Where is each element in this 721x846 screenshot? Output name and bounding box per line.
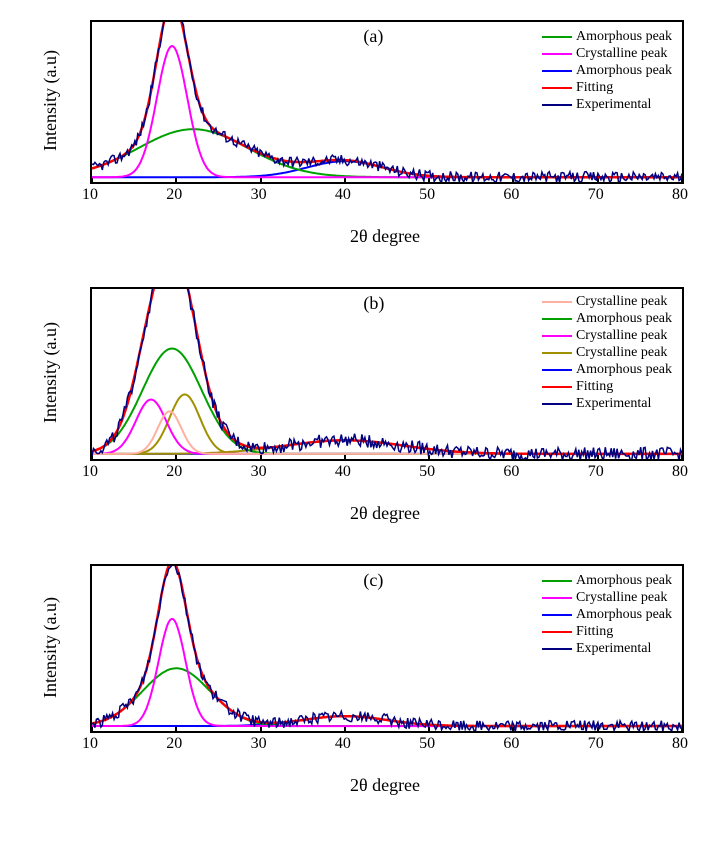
x-tick-label: 60 [503, 463, 519, 481]
legend-label: Experimental [576, 640, 651, 657]
curve [92, 668, 682, 726]
legend-item: Fitting [542, 623, 672, 640]
x-tick-label: 30 [251, 186, 267, 204]
legend-label: Crystalline peak [576, 344, 667, 361]
x-tick-label: 20 [166, 186, 182, 204]
x-tick-label: 60 [503, 735, 519, 753]
x-tick-label: 20 [166, 735, 182, 753]
curve [92, 129, 682, 177]
legend-label: Crystalline peak [576, 589, 667, 606]
panel-c: Intensity (a.u) (c) Amorphous peakCrystall… [40, 564, 701, 796]
legend-color-line [542, 648, 572, 650]
x-tick-label: 70 [588, 463, 604, 481]
legend-label: Crystalline peak [576, 293, 667, 310]
legend-color-line [542, 104, 572, 106]
legend: Amorphous peakCrystalline peakAmorphous … [538, 26, 676, 115]
legend-color-line [542, 335, 572, 337]
legend-label: Fitting [576, 378, 613, 395]
legend: Amorphous peakCrystalline peakAmorphous … [538, 570, 676, 659]
legend-color-line [542, 614, 572, 616]
x-tick-label: 40 [335, 735, 351, 753]
legend-color-line [542, 53, 572, 55]
legend-item: Amorphous peak [542, 62, 672, 79]
plot-area: (c) Amorphous peakCrystalline peakAmorpho… [90, 564, 684, 733]
legend-label: Crystalline peak [576, 45, 667, 62]
panel-a: Intensity (a.u) (a) Amorphous peakCrystall… [40, 20, 701, 247]
x-axis-label: 2θ degree [90, 503, 680, 524]
legend-label: Amorphous peak [576, 28, 672, 45]
legend-item: Crystalline peak [542, 293, 672, 310]
x-tick-labels: 1020304050607080 [90, 461, 680, 481]
legend-item: Amorphous peak [542, 361, 672, 378]
x-tick-label: 10 [82, 186, 98, 204]
legend-color-line [542, 597, 572, 599]
legend-label: Amorphous peak [576, 310, 672, 327]
legend-label: Amorphous peak [576, 572, 672, 589]
legend-label: Crystalline peak [576, 327, 667, 344]
legend-item: Crystalline peak [542, 45, 672, 62]
legend-color-line [542, 70, 572, 72]
panel-label: (c) [363, 570, 383, 591]
plot-area: (a) Amorphous peakCrystalline peakAmorpho… [90, 20, 684, 184]
panel-label: (a) [363, 26, 383, 47]
x-tick-label: 10 [82, 463, 98, 481]
legend-label: Amorphous peak [576, 606, 672, 623]
legend-item: Experimental [542, 96, 672, 113]
x-tick-label: 60 [503, 186, 519, 204]
legend-label: Experimental [576, 96, 651, 113]
legend-item: Amorphous peak [542, 28, 672, 45]
y-axis-label: Intensity (a.u) [40, 322, 61, 423]
x-tick-label: 70 [588, 735, 604, 753]
x-tick-labels: 1020304050607080 [90, 733, 680, 753]
x-tick-label: 50 [419, 463, 435, 481]
panel-label: (b) [363, 293, 384, 314]
x-tick-label: 50 [419, 735, 435, 753]
x-tick-label: 40 [335, 186, 351, 204]
plot-area: (b)Crystalline peakAmorphous peakCrystal… [90, 287, 684, 461]
y-axis-label: Intensity (a.u) [40, 50, 61, 151]
x-axis-label: 2θ degree [90, 775, 680, 796]
legend-color-line [542, 403, 572, 405]
x-tick-label: 20 [166, 463, 182, 481]
legend-item: Experimental [542, 640, 672, 657]
legend-item: Experimental [542, 395, 672, 412]
legend-color-line [542, 580, 572, 582]
legend-color-line [542, 318, 572, 320]
legend-color-line [542, 352, 572, 354]
figure-root: Intensity (a.u)(a)Amorphous peakCrystall… [0, 0, 721, 846]
x-tick-label: 70 [588, 186, 604, 204]
legend-label: Fitting [576, 79, 613, 96]
legend-color-line [542, 301, 572, 303]
legend-item: Crystalline peak [542, 327, 672, 344]
legend-color-line [542, 386, 572, 388]
legend-label: Fitting [576, 623, 613, 640]
legend-item: Crystalline peak [542, 344, 672, 361]
legend-color-line [542, 87, 572, 89]
x-tick-label: 40 [335, 463, 351, 481]
legend-label: Amorphous peak [576, 361, 672, 378]
x-tick-label: 80 [672, 735, 688, 753]
legend: Crystalline peakAmorphous peakCrystallin… [538, 291, 676, 414]
y-axis-label: Intensity (a.u) [40, 597, 61, 698]
legend-color-line [542, 631, 572, 633]
legend-color-line [542, 36, 572, 38]
legend-item: Crystalline peak [542, 589, 672, 606]
legend-label: Experimental [576, 395, 651, 412]
x-tick-label: 10 [82, 735, 98, 753]
x-tick-label: 50 [419, 186, 435, 204]
x-tick-label: 80 [672, 463, 688, 481]
legend-item: Amorphous peak [542, 572, 672, 589]
panel-b: Intensity (a.u)(b)Crystalline peakAmorph… [40, 287, 701, 524]
x-tick-label: 30 [251, 735, 267, 753]
legend-item: Amorphous peak [542, 606, 672, 623]
legend-item: Fitting [542, 79, 672, 96]
x-tick-label: 30 [251, 463, 267, 481]
legend-color-line [542, 369, 572, 371]
legend-label: Amorphous peak [576, 62, 672, 79]
x-tick-label: 80 [672, 186, 688, 204]
x-axis-label: 2θ degree [90, 226, 680, 247]
legend-item: Amorphous peak [542, 310, 672, 327]
x-tick-labels: 1020304050607080 [90, 184, 680, 204]
legend-item: Fitting [542, 378, 672, 395]
